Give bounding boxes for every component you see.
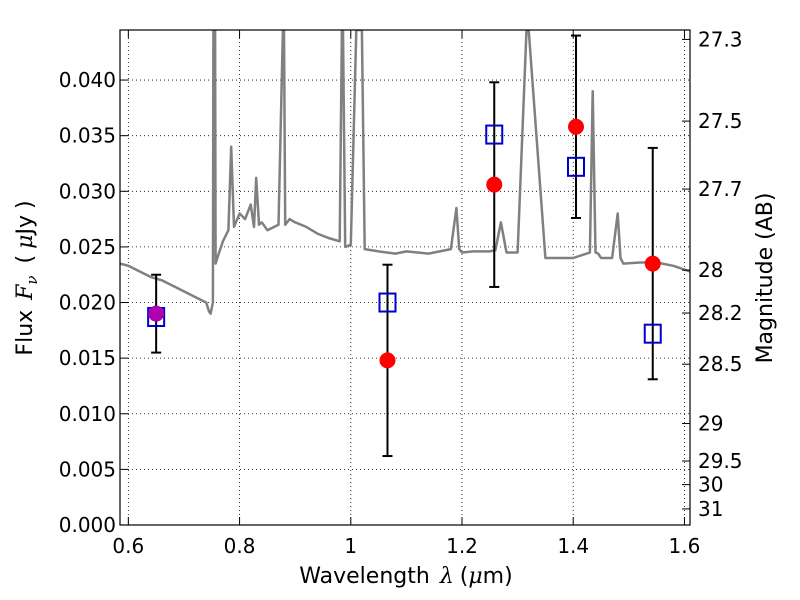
x-tick-label: 1.4: [557, 534, 589, 558]
y-tick-label: 0.000: [59, 513, 116, 537]
mag-tick-label: 28.5: [698, 352, 743, 376]
y-axis-unit-mu: μ: [13, 235, 38, 249]
y-tick-label: 0.035: [59, 124, 116, 148]
model-square-point: [643, 323, 662, 344]
x-tick-label: 0.8: [224, 534, 256, 558]
y-axis-symbol-sub: ν: [23, 275, 41, 284]
mag-tick-label: 28: [698, 258, 723, 282]
y-axis-unit-rest: Jy: [13, 215, 38, 237]
observed-point: [644, 255, 661, 272]
y-tick-label: 0.005: [59, 457, 116, 481]
mag-tick-label: 30: [698, 473, 723, 497]
y-axis-symbol: F: [13, 284, 38, 301]
x-axis-unit-rest: m): [483, 564, 513, 589]
grid-layer: [120, 30, 690, 526]
mag-tick-label: 27.3: [698, 27, 743, 51]
plot-frame: [119, 29, 691, 526]
y-axis-label-text: Flux: [13, 310, 38, 356]
mag-tick-label: 27.7: [698, 177, 743, 201]
mag-tick-label: 28.2: [698, 301, 743, 325]
y-tick-label: 0.040: [59, 68, 116, 92]
model-square-point: [567, 156, 585, 177]
mag-tick-label: 29.5: [698, 449, 743, 473]
x-axis-unit-mu: μ: [468, 564, 482, 589]
plot-layer: [120, 30, 690, 458]
y-tick-label: 0.030: [59, 179, 116, 203]
observed-point: [148, 305, 165, 322]
y-axis-unit-close: ): [13, 200, 38, 209]
x-axis-symbol: λ: [439, 564, 454, 589]
spectrum-line: [120, 30, 690, 315]
observed-point: [486, 176, 503, 193]
model-square-point: [485, 124, 504, 145]
y-axis-unit-open: (: [13, 255, 38, 264]
y-tick-label: 0.015: [59, 346, 116, 370]
x-axis-label: Wavelength λ (μm): [299, 564, 512, 589]
x-tick-label: 0.6: [112, 534, 144, 558]
x-tick-label: 1: [344, 534, 357, 558]
tick-layer: 0.6 0.8 1 1.2 1.4 1.6 0.000 0.005 0.010 0.015 0.02…: [59, 27, 743, 558]
mag-tick-label: 29: [698, 412, 723, 436]
x-axis-unit-open: (: [460, 564, 469, 589]
mag-tick-label: 27.5: [698, 109, 743, 133]
y-tick-label: 0.010: [59, 402, 116, 426]
x-tick-label: 1.2: [446, 534, 478, 558]
x-axis-label-text: Wavelength: [299, 564, 430, 589]
model-square-point: [378, 292, 397, 313]
y2-axis-label: Magnitude (AB): [753, 193, 778, 364]
y-tick-label: 0.020: [59, 291, 116, 315]
y-tick-label: 0.025: [59, 235, 116, 259]
observed-point: [379, 352, 396, 369]
y-axis-label: Flux Fν ( μJy): [13, 200, 41, 355]
mag-tick-label: 31: [698, 497, 723, 521]
observed-point: [568, 118, 584, 135]
x-tick-label: 1.6: [669, 534, 701, 558]
